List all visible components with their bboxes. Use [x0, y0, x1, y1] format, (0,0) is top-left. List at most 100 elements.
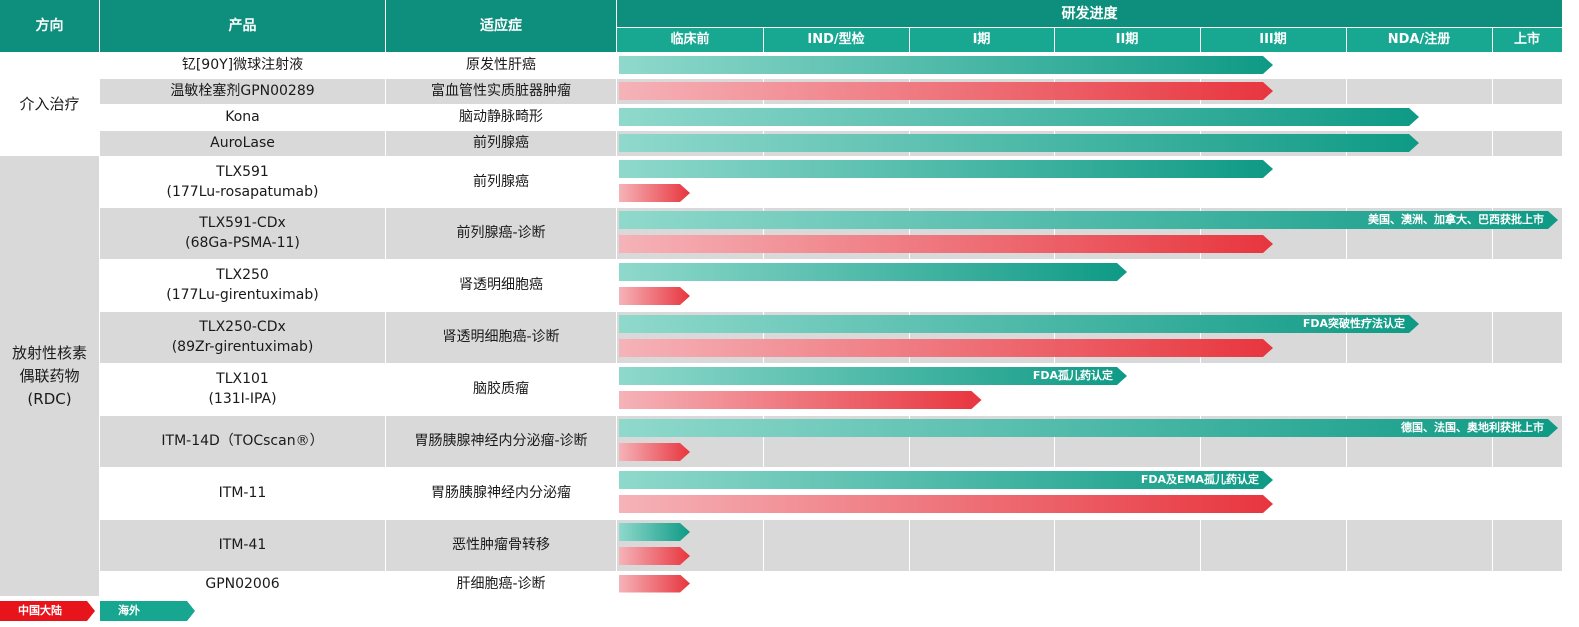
phase-row-bg — [617, 519, 1562, 571]
row-divider — [100, 156, 1562, 157]
indication-text: 前列腺癌 — [473, 135, 529, 151]
indication-text: 脑胶质瘤 — [473, 381, 529, 397]
product-name: TLX591 — [216, 163, 269, 180]
bar-annotation: 德国、法国、奥地利获批上市 — [1401, 421, 1544, 434]
china-bar — [619, 82, 1273, 100]
indication-cell: 前列腺癌 — [386, 156, 616, 207]
indication-text: 胃肠胰腺神经内分泌瘤-诊断 — [414, 433, 588, 449]
china-bar — [619, 575, 690, 593]
header-direction: 方向 — [0, 0, 99, 52]
product-cell: 温敏栓塞剂GPN00289 — [100, 78, 385, 104]
header-divider — [617, 27, 1562, 28]
china-bar — [619, 235, 1273, 253]
china-bar — [619, 391, 982, 409]
indication-text: 前列腺癌-诊断 — [456, 225, 546, 241]
header-product: 产品 — [100, 0, 385, 52]
china-bar — [619, 547, 690, 565]
row-divider — [100, 519, 1562, 520]
phase-header: II期 — [1054, 28, 1200, 52]
overseas-bar — [619, 56, 1273, 74]
overseas-bar — [619, 419, 1558, 437]
product-cell: TLX591 (177Lu-rosapatumab) — [100, 156, 385, 207]
product-name: TLX101 — [216, 371, 269, 387]
row-divider — [100, 207, 1562, 208]
china-bar — [619, 443, 690, 461]
indication-cell: 脑动静脉畸形 — [386, 104, 616, 130]
indication-cell: 原发性肝癌 — [386, 52, 616, 78]
indication-text: 肾透明细胞癌-诊断 — [442, 329, 560, 345]
phase-divider — [1054, 28, 1055, 596]
indication-text: 富血管性实质脏器肿瘤 — [431, 83, 571, 99]
pipeline-table: 方向 产品 适应症 研发进度 临床前 IND/型检 I期 II期 III期 NDA/注册上… — [0, 0, 1562, 596]
row-divider — [100, 78, 1562, 79]
indication-text: 恶性肿瘤骨转移 — [452, 537, 550, 553]
group-label-line: 放射性核素 — [11, 343, 87, 362]
phase-header: I期 — [909, 28, 1054, 52]
product-name: TLX250 — [216, 267, 269, 283]
product-name: Kona — [225, 109, 260, 125]
overseas-bar — [619, 211, 1558, 229]
indication-text: 脑动静脉畸形 — [459, 109, 543, 125]
indication-cell: 肝细胞癌-诊断 — [386, 571, 616, 596]
product-name: AuroLase — [210, 135, 275, 151]
china-bar — [619, 184, 690, 202]
overseas-bar — [619, 108, 1419, 126]
row-divider — [100, 571, 1562, 572]
overseas-bar — [619, 263, 1127, 281]
indication-cell: 胃肠胰腺神经内分泌瘤 — [386, 467, 616, 519]
indication-cell: 前列腺癌 — [386, 130, 616, 156]
column-divider — [385, 0, 386, 596]
product-cell: TLX250 (177Lu-girentuximab) — [100, 259, 385, 311]
row-divider — [100, 130, 1562, 131]
header-progress: 研发进度 — [617, 0, 1562, 27]
overseas-bar — [619, 367, 1127, 385]
overseas-bar — [619, 471, 1273, 489]
overseas-bar — [619, 315, 1419, 333]
column-divider — [616, 0, 617, 596]
product-name: (177Lu-girentuximab) — [166, 287, 319, 303]
product-name: 温敏栓塞剂GPN00289 — [170, 83, 315, 99]
product-cell: ITM-14D（TOCscan®） — [100, 415, 385, 467]
phase-divider — [1346, 28, 1347, 596]
china-bar — [619, 287, 690, 305]
group-label-line: 偶联药物 — [19, 366, 80, 385]
legend-overseas-swatch — [100, 601, 195, 621]
product-name: (131I-IPA) — [208, 391, 277, 407]
product-cell: Kona — [100, 104, 385, 130]
row-divider — [100, 363, 1562, 364]
product-cell: GPN02006 — [100, 571, 385, 596]
row-divider — [100, 467, 1562, 468]
indication-text: 前列腺癌 — [473, 173, 529, 190]
product-cell: TLX101 (131I-IPA) — [100, 363, 385, 415]
product-name: GPN02006 — [205, 575, 280, 592]
product-name: ITM-41 — [218, 537, 267, 553]
bar-annotation: FDA突破性疗法认定 — [1302, 317, 1405, 330]
product-name: ITM-11 — [218, 485, 267, 501]
overseas-bar — [619, 134, 1419, 152]
indication-cell: 富血管性实质脏器肿瘤 — [386, 78, 616, 104]
product-name: (68Ga-PSMA-11) — [185, 235, 300, 251]
china-bar — [619, 339, 1273, 357]
phase-divider — [763, 28, 764, 596]
phase-divider — [1492, 28, 1493, 596]
product-cell: ITM-41 — [100, 519, 385, 571]
product-name: TLX591-CDx — [199, 215, 286, 231]
phase-header: NDA/注册 — [1346, 28, 1492, 52]
china-bar — [619, 495, 1273, 513]
product-name: ITM-14D（TOCscan®） — [161, 433, 324, 449]
group-cell: 放射性核素 偶联药物 (RDC) — [0, 156, 99, 596]
phase-header: 上市 — [1492, 28, 1562, 52]
bar-annotation: 美国、澳洲、加拿大、巴西获批上市 — [1368, 213, 1544, 226]
indication-cell: 胃肠胰腺神经内分泌瘤-诊断 — [386, 415, 616, 467]
product-cell: TLX250-CDx (89Zr-girentuximab) — [100, 311, 385, 363]
product-name: TLX250-CDx — [199, 319, 286, 335]
phase-divider — [1200, 28, 1201, 596]
product-name: (177Lu-rosapatumab) — [166, 183, 319, 200]
row-divider — [100, 311, 1562, 312]
phase-divider — [909, 28, 910, 596]
phase-row-bg — [617, 571, 1562, 596]
indication-cell: 前列腺癌-诊断 — [386, 207, 616, 259]
indication-text: 胃肠胰腺神经内分泌瘤 — [431, 485, 571, 501]
group-label: 介入治疗 — [19, 94, 80, 113]
indication-text: 原发性肝癌 — [466, 57, 536, 73]
